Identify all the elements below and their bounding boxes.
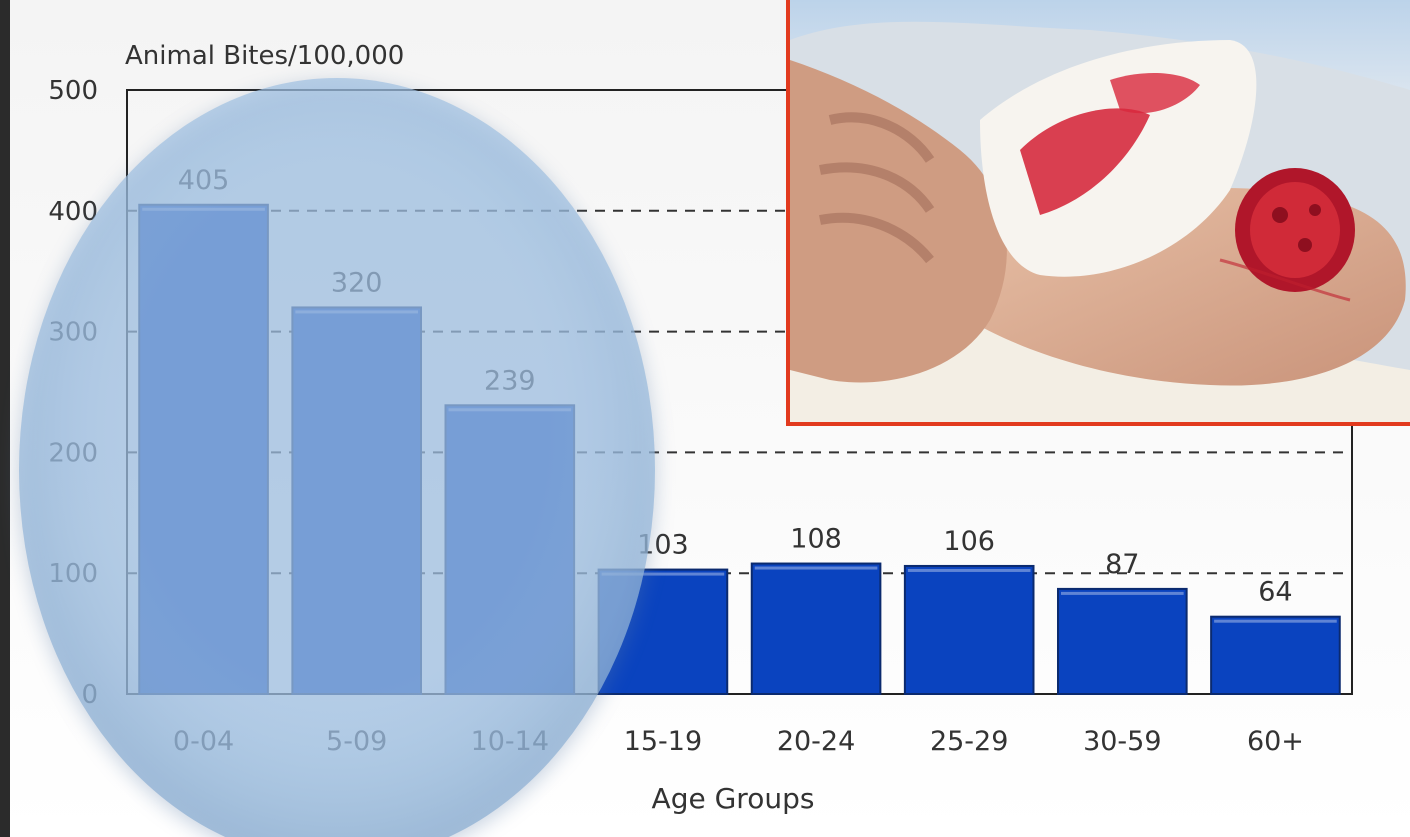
- highlight-ellipse: [19, 78, 655, 837]
- bar-60+: [1210, 615, 1341, 695]
- data-label: 87: [1105, 549, 1139, 580]
- bar-highlight: [1061, 591, 1184, 595]
- bandaged-arm-wound-icon: [790, 0, 1410, 422]
- inset-photo: [786, 0, 1410, 426]
- bar-highlight: [754, 566, 878, 570]
- bar-30-59: [1057, 587, 1188, 695]
- data-label: 64: [1258, 577, 1292, 608]
- data-label: 106: [943, 526, 995, 557]
- x-tick-label: 60+: [1247, 726, 1304, 757]
- bar-highlight: [601, 572, 725, 576]
- x-axis-label: Age Groups: [652, 782, 815, 815]
- y-axis-label: Animal Bites/100,000: [125, 41, 404, 71]
- data-label: 108: [790, 524, 842, 555]
- bar-highlight: [1214, 619, 1337, 623]
- bar-20-24: [750, 562, 882, 696]
- bar-25-29: [903, 564, 1035, 696]
- y-tick-label: 400: [48, 197, 98, 227]
- bar-highlight: [907, 568, 1031, 572]
- x-tick-label: 30-59: [1083, 726, 1161, 757]
- y-tick-label: 500: [48, 76, 98, 106]
- x-tick-label: 15-19: [624, 726, 702, 757]
- x-tick-label: 20-24: [777, 726, 855, 757]
- x-tick-label: 25-29: [930, 726, 1008, 757]
